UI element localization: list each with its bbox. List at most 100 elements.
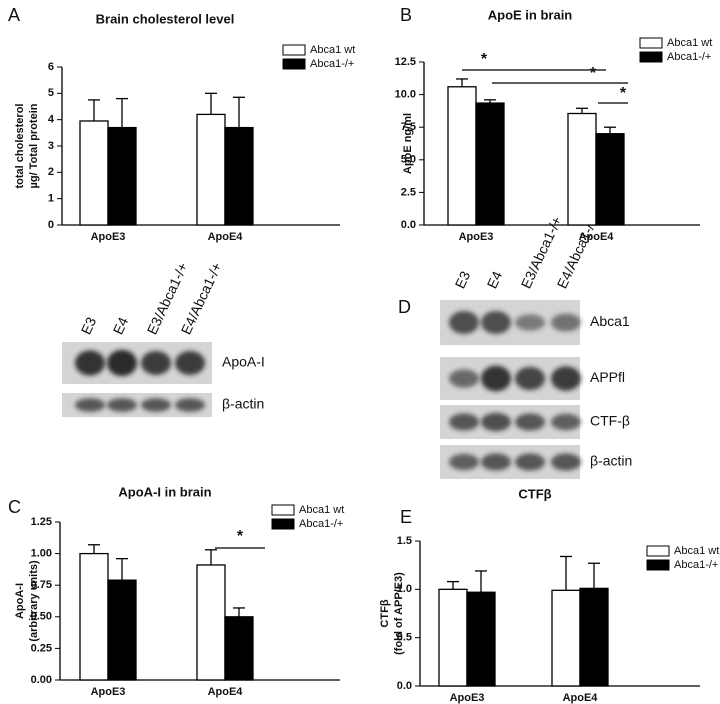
blot-band [449, 413, 479, 431]
bar [79, 552, 109, 681]
blot-band [449, 311, 479, 334]
y-tick-label: 2 [48, 166, 54, 178]
bar [438, 588, 468, 687]
bar [447, 86, 477, 226]
legend-swatch [639, 51, 663, 63]
blot-band [141, 351, 171, 375]
legend-label: Abca1 wt [299, 504, 344, 516]
y-tick-label: 7.5 [401, 121, 416, 133]
y-axis-label: (arbitrary units) [28, 560, 40, 642]
blot-band [481, 453, 511, 471]
blot-row-label: β-actin [222, 396, 264, 412]
x-tick-label: ApoE4 [208, 231, 244, 243]
legend-swatch [282, 44, 306, 56]
blot-band [175, 398, 205, 412]
y-axis-label: total cholesterol [14, 104, 26, 189]
significance-marker: * [590, 65, 597, 82]
y-tick-label: 3 [48, 140, 54, 152]
y-tick-label: 0.75 [31, 579, 52, 591]
bar [196, 113, 226, 226]
blot-band [515, 453, 545, 471]
legend-swatch [646, 545, 670, 557]
panel-letter: B [400, 5, 412, 25]
bar [107, 579, 137, 681]
significance-marker: * [481, 51, 488, 68]
blot-band [515, 366, 545, 391]
legend-swatch [282, 58, 306, 70]
y-tick-label: 12.5 [395, 56, 416, 68]
blot-row-label: ApoA-I [222, 354, 265, 370]
y-tick-label: 1.00 [31, 548, 52, 560]
y-tick-label: 5.0 [401, 154, 416, 166]
blot-band [107, 398, 137, 412]
x-tick-label: ApoE4 [563, 692, 599, 704]
blot-band [551, 366, 581, 391]
legend-label: Abca1-/+ [310, 58, 354, 70]
significance-marker: * [237, 528, 244, 545]
y-tick-label: 1 [48, 193, 54, 205]
chart-title: CTFβ [518, 486, 551, 501]
chart-title: Brain cholesterol level [96, 11, 235, 26]
bar [107, 126, 137, 226]
legend-swatch [271, 504, 295, 516]
bar [567, 112, 597, 226]
legend-label: Abca1 wt [674, 545, 719, 557]
chart-title: ApoA-I in brain [118, 484, 211, 499]
chart-title: ApoE in brain [488, 7, 573, 22]
y-axis-label: CTFβ [379, 599, 391, 627]
bar [79, 120, 109, 226]
blot-row-label: CTF-β [590, 413, 630, 429]
legend-swatch [271, 518, 295, 530]
blot-band [449, 453, 479, 471]
y-axis-label: µg/ Total protein [28, 103, 40, 188]
blot-row-label: Abca1 [590, 313, 630, 329]
x-tick-label: ApoE4 [208, 686, 244, 698]
y-axis-label: (fold of APP/E3) [393, 572, 405, 655]
blot-band [481, 365, 511, 392]
legend-label: Abca1-/+ [667, 51, 711, 63]
y-tick-label: 4 [48, 114, 55, 126]
y-tick-label: 0.25 [31, 642, 52, 654]
lane-label: E4 [484, 268, 506, 290]
x-tick-label: ApoE3 [450, 692, 485, 704]
y-tick-label: 0.0 [401, 219, 416, 231]
blot-row-label: APPfl [590, 369, 625, 385]
blot-band [107, 349, 137, 377]
blot-band [481, 311, 511, 334]
blot-band [551, 413, 581, 431]
blot-band [551, 453, 581, 471]
blot-row-label: β-actin [590, 453, 632, 469]
legend-swatch [639, 37, 663, 49]
bar [595, 133, 625, 226]
y-tick-label: 0.00 [31, 674, 52, 686]
x-tick-label: ApoE3 [91, 686, 126, 698]
blot-band [75, 398, 105, 412]
x-tick-label: ApoE4 [579, 231, 615, 243]
panel-letter: D [398, 297, 411, 317]
y-tick-label: 0.0 [397, 680, 412, 692]
blot-band [551, 313, 581, 332]
y-tick-label: 1.25 [31, 516, 52, 528]
lane-label: E3 [78, 314, 100, 336]
y-tick-label: 0.50 [31, 611, 52, 623]
legend-label: Abca1 wt [667, 37, 712, 49]
y-tick-label: 0.5 [397, 632, 412, 644]
y-tick-label: 2.5 [401, 186, 416, 198]
bar [551, 589, 581, 687]
lane-label: E4 [110, 314, 132, 336]
blot-band [449, 369, 479, 388]
blot-band [141, 398, 171, 412]
bar [475, 102, 505, 226]
panel-letter: C [8, 497, 21, 517]
legend-label: Abca1-/+ [299, 518, 343, 530]
significance-marker: * [620, 85, 627, 102]
bar [466, 591, 496, 687]
y-tick-label: 1.5 [397, 535, 412, 547]
x-tick-label: ApoE3 [91, 231, 126, 243]
y-tick-label: 5 [48, 87, 54, 99]
panel-letter: E [400, 507, 412, 527]
lane-label: E3 [452, 268, 474, 290]
blot-band [75, 350, 105, 376]
y-tick-label: 1.0 [397, 583, 412, 595]
